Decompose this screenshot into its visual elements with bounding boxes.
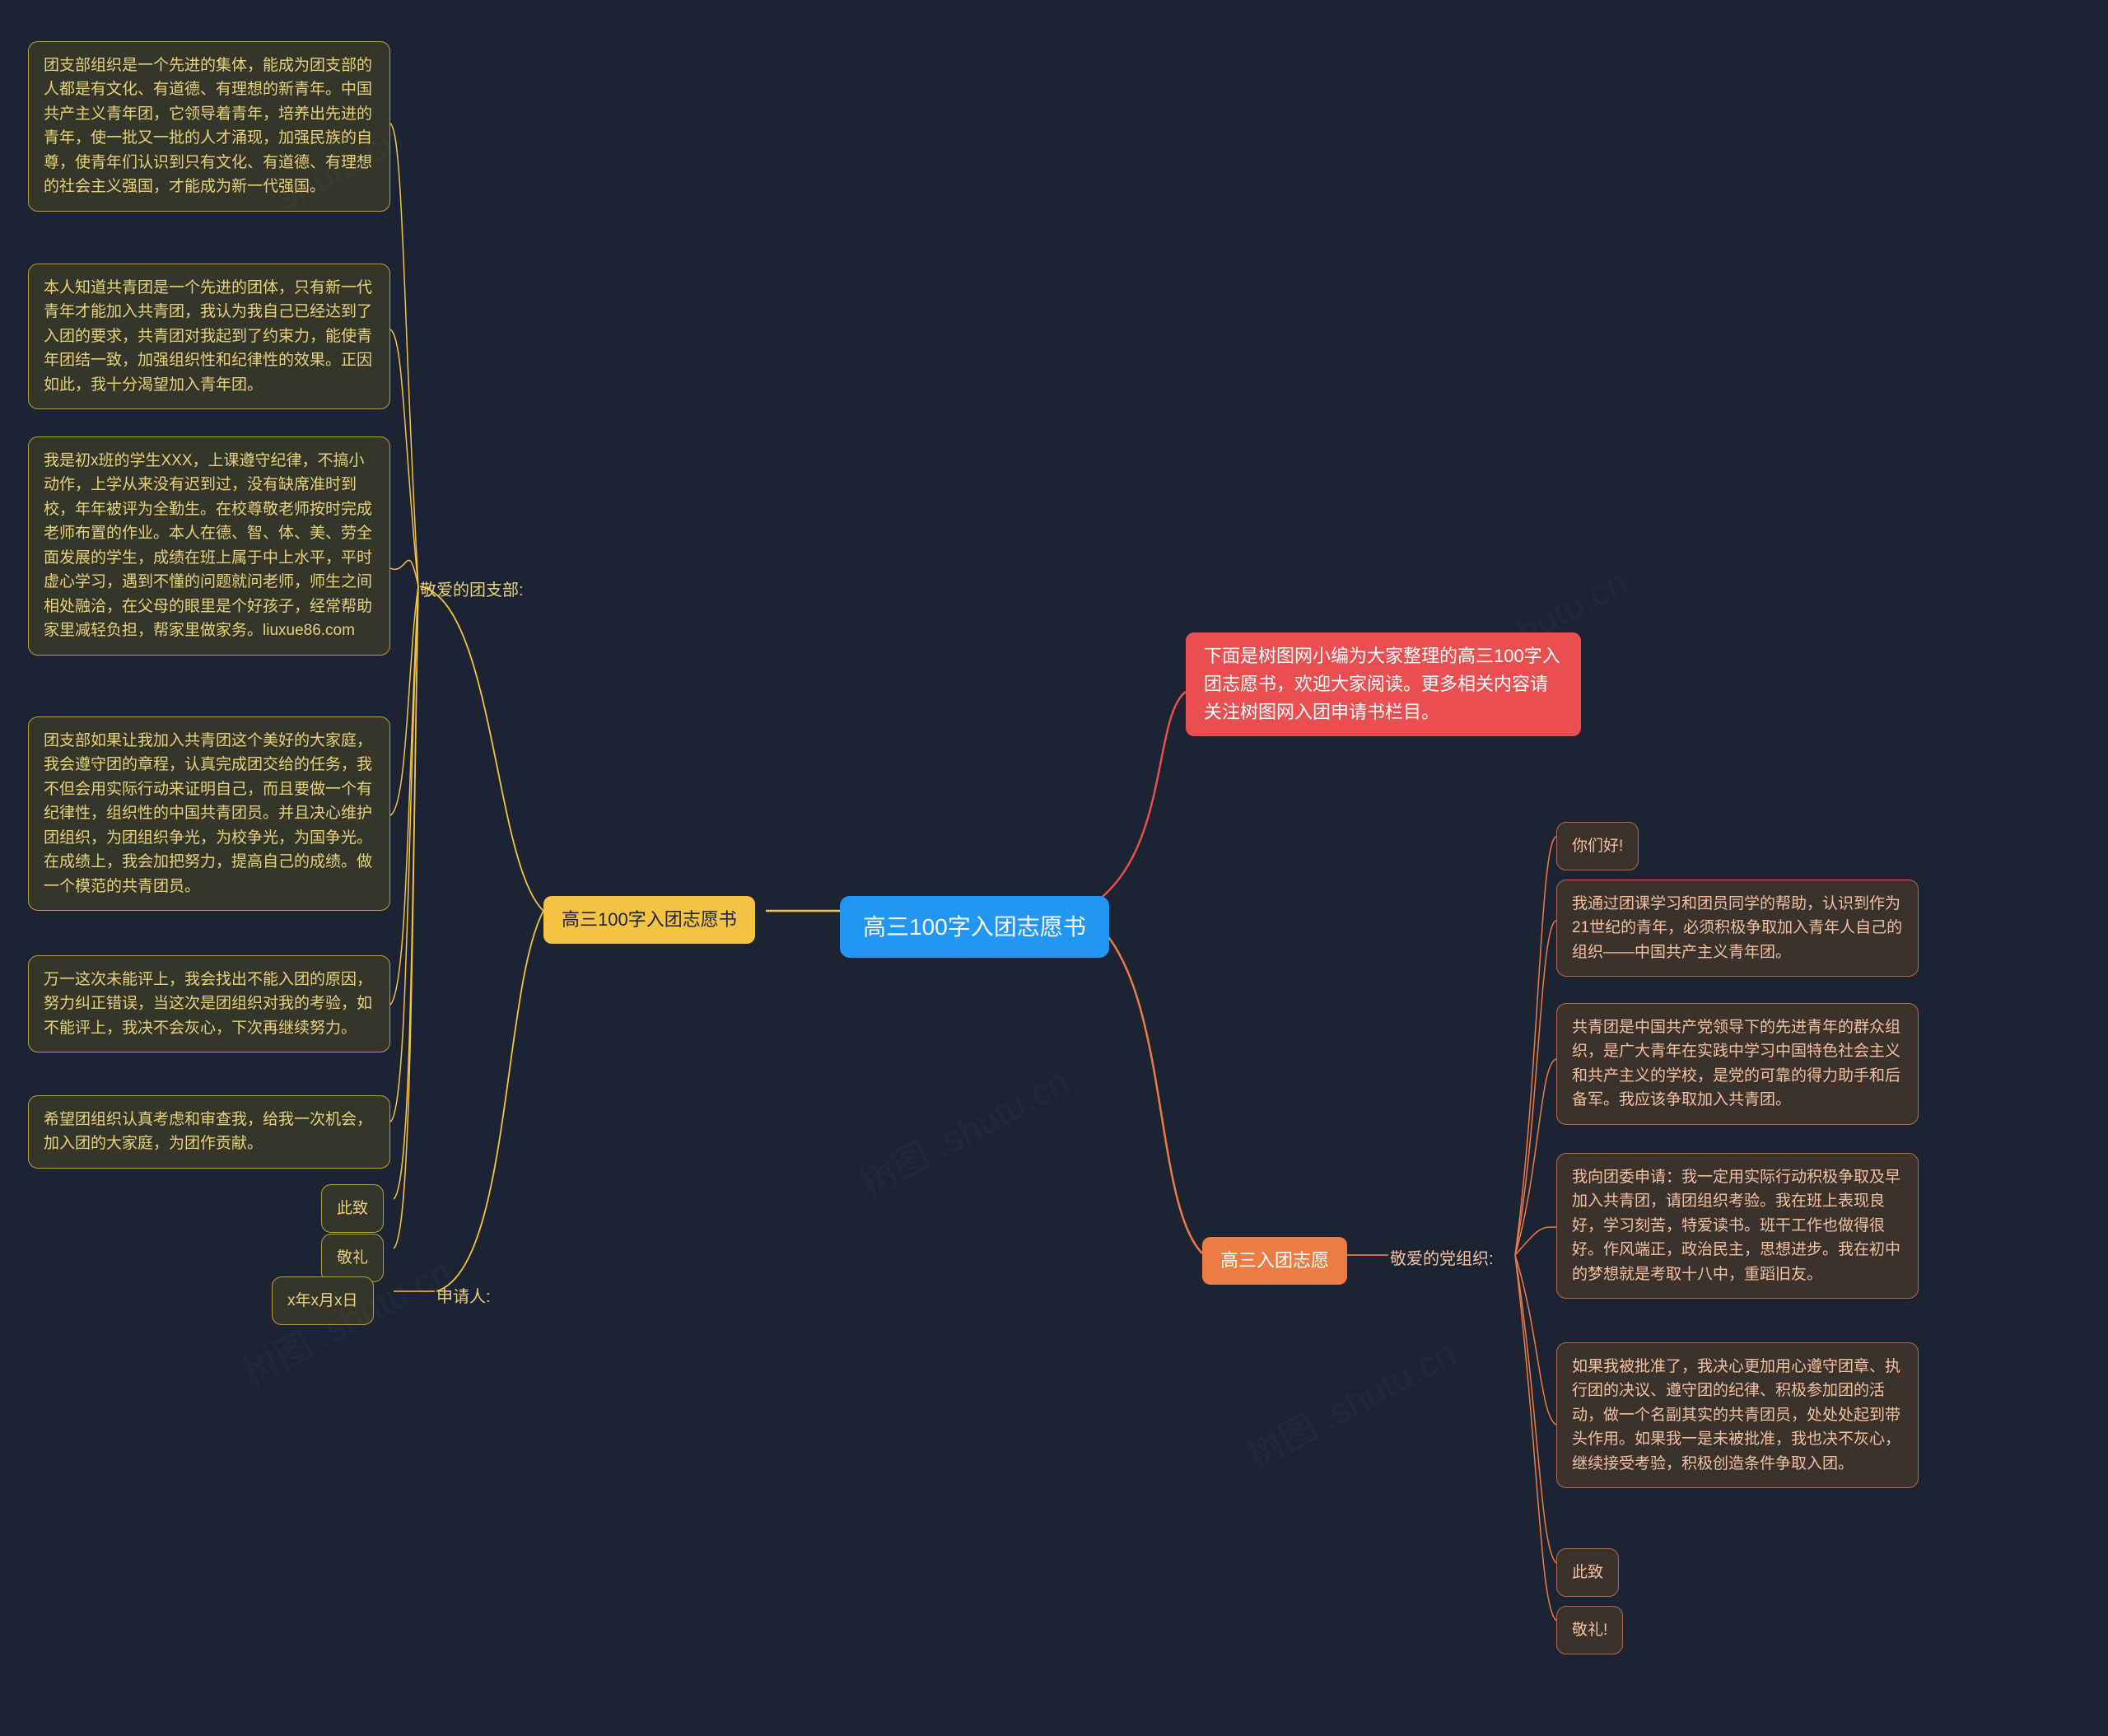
sub-label-shenqingren: 申请人: [436,1283,491,1307]
leaf-text: 你们好! [1572,838,1623,855]
sub-label-tuanzhibu: 敬爱的团支部: [420,576,524,600]
root-label: 高三100字入团志愿书 [863,914,1086,940]
leaf-text: 团支部如果让我加入共青团这个美好的大家庭，我会遵守团的章程，认真完成团交给的任务… [44,732,372,895]
leaf-text: 团支部组织是一个先进的集体，能成为团支部的人都是有文化、有道德、有理想的新青年。… [44,57,372,195]
branch-left[interactable]: 高三100字入团志愿书 [543,896,755,944]
leaf-text: 此致 [1572,1564,1603,1581]
branch-right-top[interactable]: 下面是树图网小编为大家整理的高三100字入团志愿书，欢迎大家阅读。更多相关内容请… [1186,632,1581,736]
right-leaf-0[interactable]: 你们好! [1556,822,1639,870]
right-leaf-6[interactable]: 敬礼! [1556,1606,1623,1654]
right-leaf-2[interactable]: 共青团是中国共产党领导下的先进青年的群众组织，是广大青年在实践中学习中国特色社会… [1556,1003,1919,1125]
branch-left-label: 高三100字入团志愿书 [562,909,737,930]
leaf-text: 我通过团课学习和团员同学的帮助，认识到作为21世纪的青年，必须积极争取加入青年人… [1572,895,1902,961]
leaf-text: 共青团是中国共产党领导下的先进青年的群众组织，是广大青年在实践中学习中国特色社会… [1572,1019,1900,1108]
root-node[interactable]: 高三100字入团志愿书 [840,896,1109,958]
leaf-text: 此致 [337,1200,368,1217]
left-leaf-4[interactable]: 万一这次未能评上，我会找出不能入团的原因，努力纠正错误，当这次是团组织对我的考验… [28,955,390,1052]
leaf-text: x年x月x日 [287,1292,358,1309]
branch-right-bottom[interactable]: 高三入团志愿 [1202,1237,1347,1285]
right-leaf-3[interactable]: 我向团委申请：我一定用实际行动积极争取及早加入共青团，请团组织考验。我在班上表现… [1556,1153,1919,1299]
left-leaf-5[interactable]: 希望团组织认真考虑和审查我，给我一次机会，加入团的大家庭，为团作贡献。 [28,1095,390,1169]
leaf-text: 敬礼 [337,1249,368,1267]
left-leaf-7[interactable]: 敬礼 [321,1234,384,1282]
left-leaf-6[interactable]: 此致 [321,1184,384,1233]
sub-label-dangzuzhi: 敬爱的党组织: [1390,1245,1494,1269]
right-leaf-1[interactable]: 我通过团课学习和团员同学的帮助，认识到作为21世纪的青年，必须积极争取加入青年人… [1556,880,1919,977]
left-leaf-2[interactable]: 我是初x班的学生XXX，上课遵守纪律，不搞小动作，上学从来没有迟到过，没有缺席准… [28,436,390,656]
left-leaf-0[interactable]: 团支部组织是一个先进的集体，能成为团支部的人都是有文化、有道德、有理想的新青年。… [28,41,390,212]
right-leaf-5[interactable]: 此致 [1556,1548,1619,1597]
branch-right-bottom-label: 高三入团志愿 [1220,1250,1329,1271]
leaf-text: 我是初x班的学生XXX，上课遵守纪律，不搞小动作，上学从来没有迟到过，没有缺席准… [44,452,372,639]
left-date-leaf[interactable]: x年x月x日 [272,1276,374,1325]
leaf-text: 我向团委申请：我一定用实际行动积极争取及早加入共青团，请团组织考验。我在班上表现… [1572,1169,1900,1283]
left-leaf-3[interactable]: 团支部如果让我加入共青团这个美好的大家庭，我会遵守团的章程，认真完成团交给的任务… [28,716,390,911]
watermark: 树图 .shutu.cn [1236,1324,1463,1478]
branch-right-top-label: 下面是树图网小编为大家整理的高三100字入团志愿书，欢迎大家阅读。更多相关内容请… [1204,646,1560,722]
leaf-text: 万一这次未能评上，我会找出不能入团的原因，努力纠正错误，当这次是团组织对我的考验… [44,971,372,1037]
leaf-text: 希望团组织认真考虑和审查我，给我一次机会，加入团的大家庭，为团作贡献。 [44,1111,372,1152]
left-leaf-1[interactable]: 本人知道共青团是一个先进的团体，只有新一代青年才能加入共青团，我认为我自己已经达… [28,264,390,409]
right-leaf-4[interactable]: 如果我被批准了，我决心更加用心遵守团章、执行团的决议、遵守团的纪律、积极参加团的… [1556,1342,1919,1488]
watermark: 树图 .shutu.cn [849,1052,1076,1206]
leaf-text: 敬礼! [1572,1622,1607,1639]
leaf-text: 如果我被批准了，我决心更加用心遵守团章、执行团的决议、遵守团的纪律、积极参加团的… [1572,1358,1900,1472]
leaf-text: 本人知道共青团是一个先进的团体，只有新一代青年才能加入共青团，我认为我自己已经达… [44,279,372,394]
